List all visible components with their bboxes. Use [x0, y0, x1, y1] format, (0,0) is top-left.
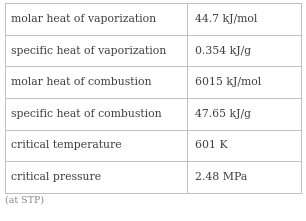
Text: 44.7 kJ/mol: 44.7 kJ/mol [195, 14, 257, 24]
Text: 601 K: 601 K [195, 141, 227, 151]
Text: critical pressure: critical pressure [10, 172, 101, 182]
Text: critical temperature: critical temperature [10, 141, 121, 151]
Text: molar heat of vaporization: molar heat of vaporization [10, 14, 156, 24]
Text: (at STP): (at STP) [5, 195, 44, 204]
Text: 2.48 MPa: 2.48 MPa [195, 172, 247, 182]
Text: 6015 kJ/mol: 6015 kJ/mol [195, 77, 261, 87]
Text: specific heat of vaporization: specific heat of vaporization [10, 46, 166, 55]
Text: specific heat of combustion: specific heat of combustion [10, 109, 161, 119]
Text: molar heat of combustion: molar heat of combustion [10, 77, 151, 87]
Text: 0.354 kJ/g: 0.354 kJ/g [195, 46, 251, 55]
Text: 47.65 kJ/g: 47.65 kJ/g [195, 109, 251, 119]
